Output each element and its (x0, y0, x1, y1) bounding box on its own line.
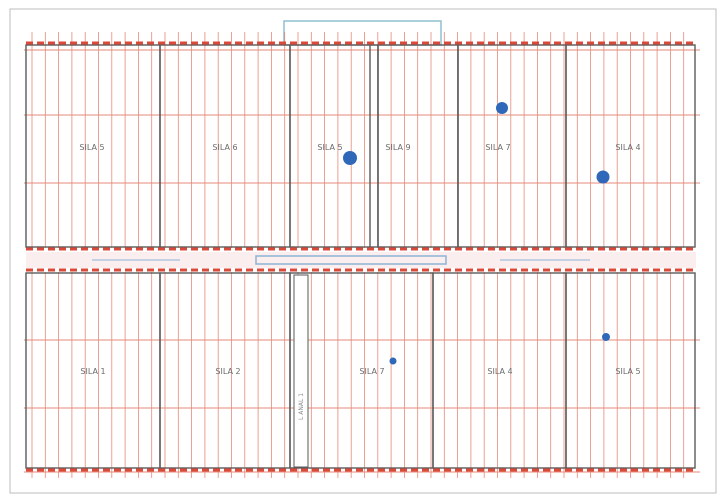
cell-label-upper: SILA 4 (615, 143, 640, 152)
cell-label-upper: SILA 9 (385, 143, 410, 152)
cell-label-upper: SILA 5 (317, 143, 342, 152)
grid-lines (24, 32, 700, 478)
center-aisle (26, 41, 696, 472)
aisle-track (255, 255, 447, 265)
cell-label-lower: SILA 5 (615, 367, 640, 376)
markers (343, 102, 610, 365)
rack-outline-upper (565, 44, 696, 248)
blue-dot-icon (596, 170, 610, 184)
cell-label-upper: SILA 7 (485, 143, 510, 152)
blue-dot-icon (389, 357, 397, 365)
corridor-strip (293, 274, 309, 468)
rack-outline-upper (457, 44, 567, 248)
aisle-fill (26, 252, 696, 268)
cell-label-upper: SILA 6 (212, 143, 237, 152)
plan-frame (9, 8, 717, 494)
rack-outlines (25, 44, 696, 469)
cell-label-lower: SILA 4 (487, 367, 512, 376)
blue-dot-icon (496, 102, 508, 114)
cell-label-upper: SILA 5 (79, 143, 104, 152)
cell-labels: SILA 5 SILA 6 SILA 5 SILA 9 SILA 7 SILA 4 SILA… (79, 143, 640, 376)
blue-dot-icon (602, 333, 610, 341)
vertical-note: L ANAL 1 (298, 393, 305, 420)
cell-label-lower: SILA 7 (359, 367, 384, 376)
cell-label-lower: SILA 2 (215, 367, 240, 376)
blue-dot-icon (343, 151, 357, 165)
rack-outline-lower (565, 272, 696, 469)
cell-label-lower: SILA 1 (80, 367, 105, 376)
